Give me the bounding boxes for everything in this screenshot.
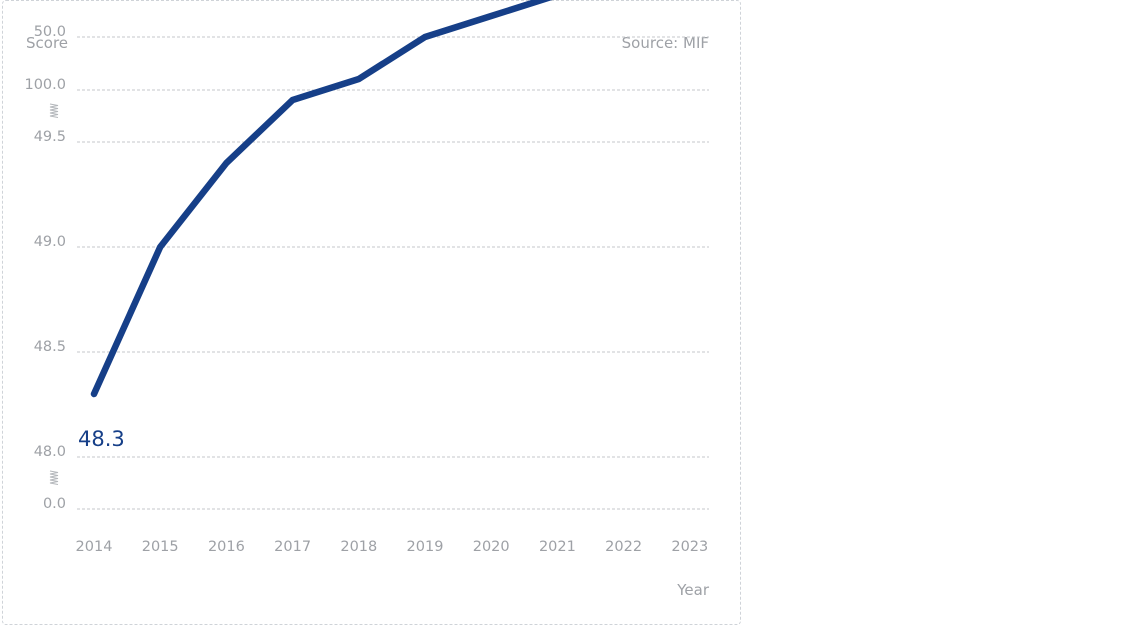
series-layer xyxy=(90,0,553,398)
x-tick-label: 2017 xyxy=(274,539,311,555)
x-tick-labels: 2014 2015 2016 2017 2018 2019 2020 2021 2022 2023 xyxy=(76,539,709,555)
y-tick-label: 50.0 xyxy=(34,24,66,40)
x-tick-label: 2021 xyxy=(539,539,576,555)
x-tick-label: 2015 xyxy=(142,539,179,555)
axis-break-marker xyxy=(49,470,59,485)
start-value-label: 48.3 xyxy=(78,427,125,451)
source-note: Source: MIF xyxy=(622,34,709,52)
x-tick-label: 2018 xyxy=(340,539,377,555)
grid-layer xyxy=(77,36,709,510)
axis-break-markers xyxy=(49,103,59,485)
chart-card xyxy=(2,0,741,625)
axis-break-marker xyxy=(49,103,59,118)
x-axis-label: Year xyxy=(676,581,710,599)
y-tick-label: 49.0 xyxy=(34,234,66,250)
y-axis-label: Score xyxy=(26,34,68,52)
x-tick-label: 2022 xyxy=(605,539,642,555)
y-tick-label: 48.5 xyxy=(34,339,66,355)
end-labels: 48.350.7 xyxy=(78,427,125,451)
x-tick-label: 2020 xyxy=(473,539,510,555)
x-tick-label: 2014 xyxy=(76,539,113,555)
x-tick-label: 2016 xyxy=(208,539,245,555)
series-line xyxy=(90,0,553,398)
y-tick-label: 100.0 xyxy=(24,77,66,93)
x-tick-label: 2023 xyxy=(671,539,708,555)
y-tick-label: 49.5 xyxy=(34,129,66,145)
y-tick-label: 0.0 xyxy=(43,496,66,512)
x-tick-label: 2019 xyxy=(407,539,444,555)
y-tick-label: 48.0 xyxy=(34,444,66,460)
